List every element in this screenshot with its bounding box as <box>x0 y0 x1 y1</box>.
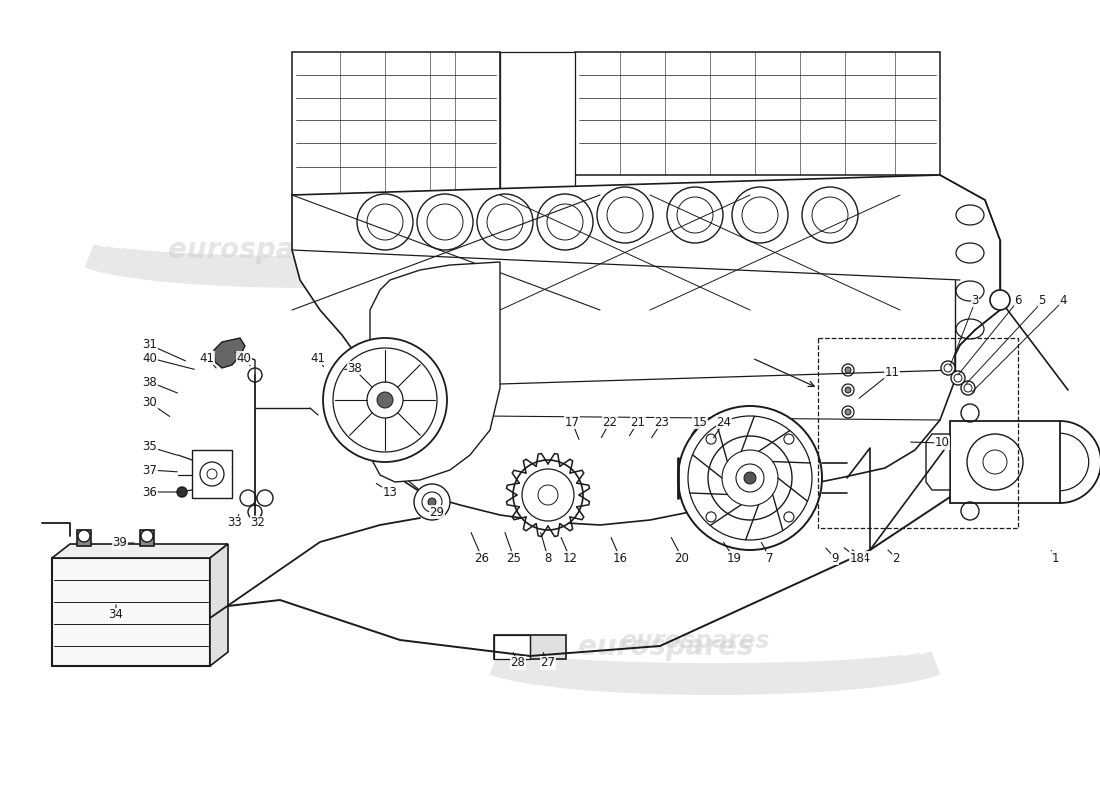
Text: 39: 39 <box>112 537 128 550</box>
Text: 19: 19 <box>726 551 741 565</box>
Bar <box>52 558 210 666</box>
Text: 7: 7 <box>767 551 773 565</box>
Circle shape <box>990 290 1010 310</box>
Text: 29: 29 <box>429 506 444 518</box>
Circle shape <box>177 487 187 497</box>
Bar <box>494 635 530 659</box>
Circle shape <box>952 371 965 385</box>
Text: 22: 22 <box>603 415 617 429</box>
Circle shape <box>678 406 822 550</box>
Circle shape <box>323 338 447 462</box>
Circle shape <box>377 392 393 408</box>
Polygon shape <box>575 52 940 175</box>
Text: 6: 6 <box>1014 294 1022 306</box>
Circle shape <box>78 530 90 542</box>
Bar <box>950 421 1060 503</box>
Text: 40: 40 <box>143 351 157 365</box>
Circle shape <box>428 498 436 506</box>
Text: 41: 41 <box>310 351 326 365</box>
Text: 11: 11 <box>884 366 900 378</box>
Text: 33: 33 <box>228 517 242 530</box>
Text: 24: 24 <box>716 415 732 429</box>
Text: 3: 3 <box>971 294 979 306</box>
Text: 32: 32 <box>251 517 265 530</box>
Text: 25: 25 <box>507 551 521 565</box>
Text: eurospares: eurospares <box>168 236 343 264</box>
Circle shape <box>845 387 851 393</box>
Circle shape <box>845 367 851 373</box>
Text: 12: 12 <box>562 551 578 565</box>
Text: 4: 4 <box>1059 294 1067 306</box>
Text: 28: 28 <box>510 657 526 670</box>
Text: eurospares: eurospares <box>578 633 754 661</box>
Text: 34: 34 <box>109 609 123 622</box>
Text: 1: 1 <box>1052 551 1058 565</box>
Text: eurospares: eurospares <box>544 236 720 264</box>
Circle shape <box>513 460 583 530</box>
Bar <box>192 450 232 498</box>
Polygon shape <box>52 544 228 558</box>
Text: 14: 14 <box>856 551 870 565</box>
Circle shape <box>414 484 450 520</box>
Text: 27: 27 <box>540 657 556 670</box>
Polygon shape <box>214 338 245 368</box>
Text: 26: 26 <box>474 551 490 565</box>
Text: 10: 10 <box>935 437 949 450</box>
Circle shape <box>961 381 975 395</box>
Text: 13: 13 <box>383 486 397 498</box>
Text: 40: 40 <box>236 351 252 365</box>
Bar <box>140 530 154 546</box>
Circle shape <box>940 361 955 375</box>
Polygon shape <box>500 52 575 195</box>
Text: 30: 30 <box>143 397 157 410</box>
Text: 31: 31 <box>143 338 157 351</box>
Text: eurospares: eurospares <box>620 629 770 653</box>
Polygon shape <box>370 262 500 482</box>
Polygon shape <box>292 52 500 195</box>
Text: 23: 23 <box>654 415 670 429</box>
Text: 2: 2 <box>892 551 900 565</box>
Text: 36: 36 <box>143 486 157 498</box>
Bar <box>818 338 1018 528</box>
Text: 35: 35 <box>143 441 157 454</box>
Text: 17: 17 <box>564 415 580 429</box>
Text: 38: 38 <box>143 375 157 389</box>
Text: 5: 5 <box>1038 294 1046 306</box>
Text: 41: 41 <box>199 351 214 365</box>
Text: 37: 37 <box>143 463 157 477</box>
Circle shape <box>845 409 851 415</box>
Bar <box>494 635 566 659</box>
Text: 18: 18 <box>849 551 865 565</box>
Bar <box>77 530 91 546</box>
Polygon shape <box>926 434 950 490</box>
Polygon shape <box>210 544 228 666</box>
Circle shape <box>141 530 153 542</box>
Text: 16: 16 <box>613 551 627 565</box>
Circle shape <box>744 472 756 484</box>
Text: 21: 21 <box>630 415 646 429</box>
Text: 9: 9 <box>832 551 838 565</box>
Text: 20: 20 <box>674 551 690 565</box>
Text: 15: 15 <box>693 415 707 429</box>
Polygon shape <box>292 175 1000 525</box>
Text: 38: 38 <box>348 362 362 374</box>
Text: 8: 8 <box>544 551 552 565</box>
